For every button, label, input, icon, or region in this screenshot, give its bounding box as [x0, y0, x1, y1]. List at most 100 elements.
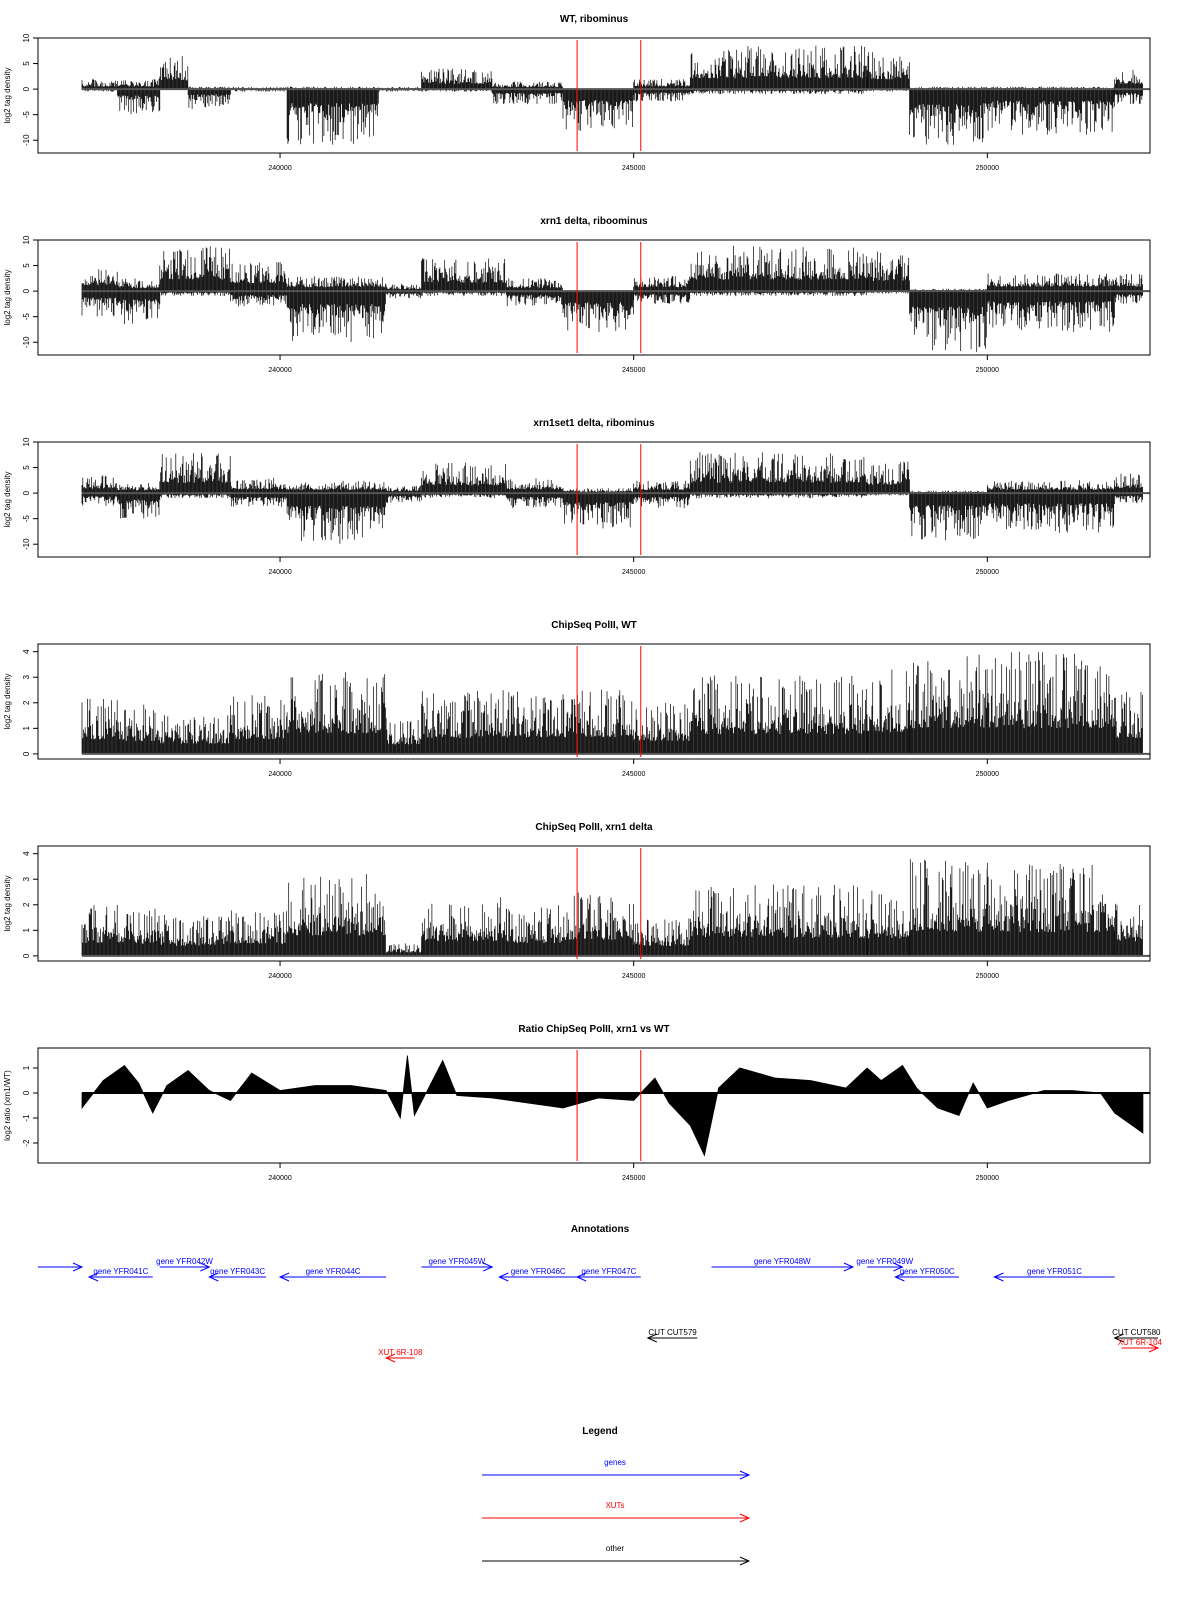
track-bars — [1114, 69, 1143, 105]
y-tick-label: 2 — [22, 902, 31, 907]
track-bars — [159, 56, 189, 90]
track-bars — [81, 698, 118, 754]
annotation-feature: gene YFR041C — [87, 1267, 153, 1282]
track-bars — [1114, 473, 1143, 504]
track-data — [81, 859, 1143, 956]
x-tick-label: 245000 — [622, 165, 645, 172]
track-bars — [81, 78, 118, 92]
track-bars — [689, 452, 868, 499]
y-tick-label: 1 — [22, 1065, 31, 1070]
track-bars — [633, 480, 691, 509]
plot-frame — [37, 643, 1151, 760]
arrow-head — [1148, 1343, 1160, 1353]
annotation-feature: CUT CUT580 — [1112, 1328, 1161, 1343]
x-tick-label: 240000 — [268, 367, 291, 374]
panel-title: WT, ribominus — [560, 14, 629, 25]
y-axis-label: log2 tag density — [3, 67, 12, 123]
feature-label: gene YFR042W — [156, 1257, 213, 1266]
ratio-area — [81, 1055, 1144, 1157]
track-bars — [1114, 903, 1143, 956]
annotation-feature — [38, 1262, 84, 1272]
panel-5: ChipSeq PolII, xrn1 delta log2 tag densit… — [3, 822, 1151, 980]
feature-label: gene YFR043C — [210, 1267, 265, 1276]
track-bars — [385, 283, 422, 299]
y-tick-label: 0 — [22, 288, 31, 293]
y-tick-label: 5 — [22, 263, 31, 268]
y-tick-label: -10 — [22, 336, 31, 348]
x-tick-label: 240000 — [268, 1175, 291, 1182]
y-tick-label: 0 — [22, 490, 31, 495]
track-bars — [286, 672, 386, 754]
arrow-head — [208, 1272, 219, 1282]
legend-arrow-head — [739, 1556, 751, 1566]
arrow-head — [200, 1262, 211, 1272]
track-bars — [633, 79, 691, 102]
track-bars — [689, 675, 868, 754]
annotation-feature: gene YFR049W — [856, 1257, 914, 1272]
annotation-feature: gene YFR044C — [278, 1267, 387, 1282]
x-tick-label: 240000 — [268, 771, 291, 778]
track-bars — [909, 288, 988, 353]
feature-label: gene YFR051C — [1027, 1267, 1082, 1276]
y-tick-label: 0 — [22, 751, 31, 756]
x-tick-label: 245000 — [622, 1175, 645, 1182]
track-bars — [81, 475, 118, 506]
arrow-head — [843, 1262, 855, 1272]
x-tick-label: 240000 — [268, 973, 291, 980]
feature-label: gene YFR044C — [306, 1267, 361, 1276]
x-tick-label: 240000 — [268, 165, 291, 172]
y-tick-label: 0 — [22, 86, 31, 91]
x-tick-label: 250000 — [976, 973, 999, 980]
track-bars — [159, 915, 231, 956]
y-tick-label: 0 — [22, 1090, 31, 1095]
track-bars — [633, 703, 691, 754]
y-tick-label: 5 — [22, 465, 31, 470]
arrow-head — [894, 1272, 905, 1282]
track-bars — [866, 251, 910, 294]
x-tick-label: 245000 — [622, 771, 645, 778]
panel-title: ChipSeq PolII, xrn1 delta — [535, 822, 653, 833]
x-tick-label: 250000 — [976, 771, 999, 778]
track-bars — [385, 943, 422, 956]
annotation-feature: gene YFR051C — [993, 1267, 1115, 1282]
track-bars — [230, 695, 287, 754]
track-bars — [986, 86, 1115, 135]
legend-label: other — [606, 1544, 625, 1553]
y-tick-label: -5 — [22, 515, 31, 523]
arrow-head — [384, 1353, 396, 1363]
panel-title: ChipSeq PolII, WT — [551, 620, 637, 631]
y-tick-label: 1 — [22, 726, 31, 731]
feature-label: CUT CUT580 — [1112, 1328, 1161, 1337]
y-tick-label: -1 — [22, 1114, 31, 1122]
feature-label: XUT 6R-104 — [1118, 1338, 1163, 1347]
track-data — [81, 45, 1143, 145]
track-bars — [159, 715, 231, 754]
panel-2: xrn1 delta, riboominus log2 tag density -1… — [3, 216, 1151, 374]
x-tick-label: 240000 — [268, 569, 291, 576]
arrow-head — [278, 1272, 290, 1282]
annotations-title: Annotations — [571, 1224, 630, 1235]
panel-4: ChipSeq PolII, WT log2 tag density 0 1 2 3 4 24… — [3, 620, 1151, 778]
y-tick-label: 3 — [22, 876, 31, 881]
track-bars — [385, 485, 422, 503]
track-bars — [562, 892, 634, 956]
track-bars — [506, 905, 563, 956]
y-tick-label: -10 — [22, 134, 31, 146]
annotation-feature: gene YFR045W — [421, 1257, 494, 1272]
panel-title: xrn1set1 delta, ribominus — [533, 418, 655, 429]
panel-6: Ratio ChipSeq PolII, xrn1 vs WT log2 rati… — [3, 1024, 1151, 1182]
y-tick-label: 1 — [22, 928, 31, 933]
track-bars — [1114, 274, 1143, 304]
track-bars — [506, 478, 563, 509]
y-tick-label: 4 — [22, 851, 31, 856]
x-tick-label: 250000 — [976, 165, 999, 172]
panel-title: Ratio ChipSeq PolII, xrn1 vs WT — [518, 1024, 669, 1035]
legend-label: genes — [604, 1458, 626, 1467]
track-bars — [562, 291, 634, 333]
track-bars — [286, 874, 386, 956]
x-tick-label: 245000 — [622, 569, 645, 576]
annotation-feature: gene YFR047C — [575, 1267, 641, 1282]
track-bars — [986, 651, 1115, 754]
